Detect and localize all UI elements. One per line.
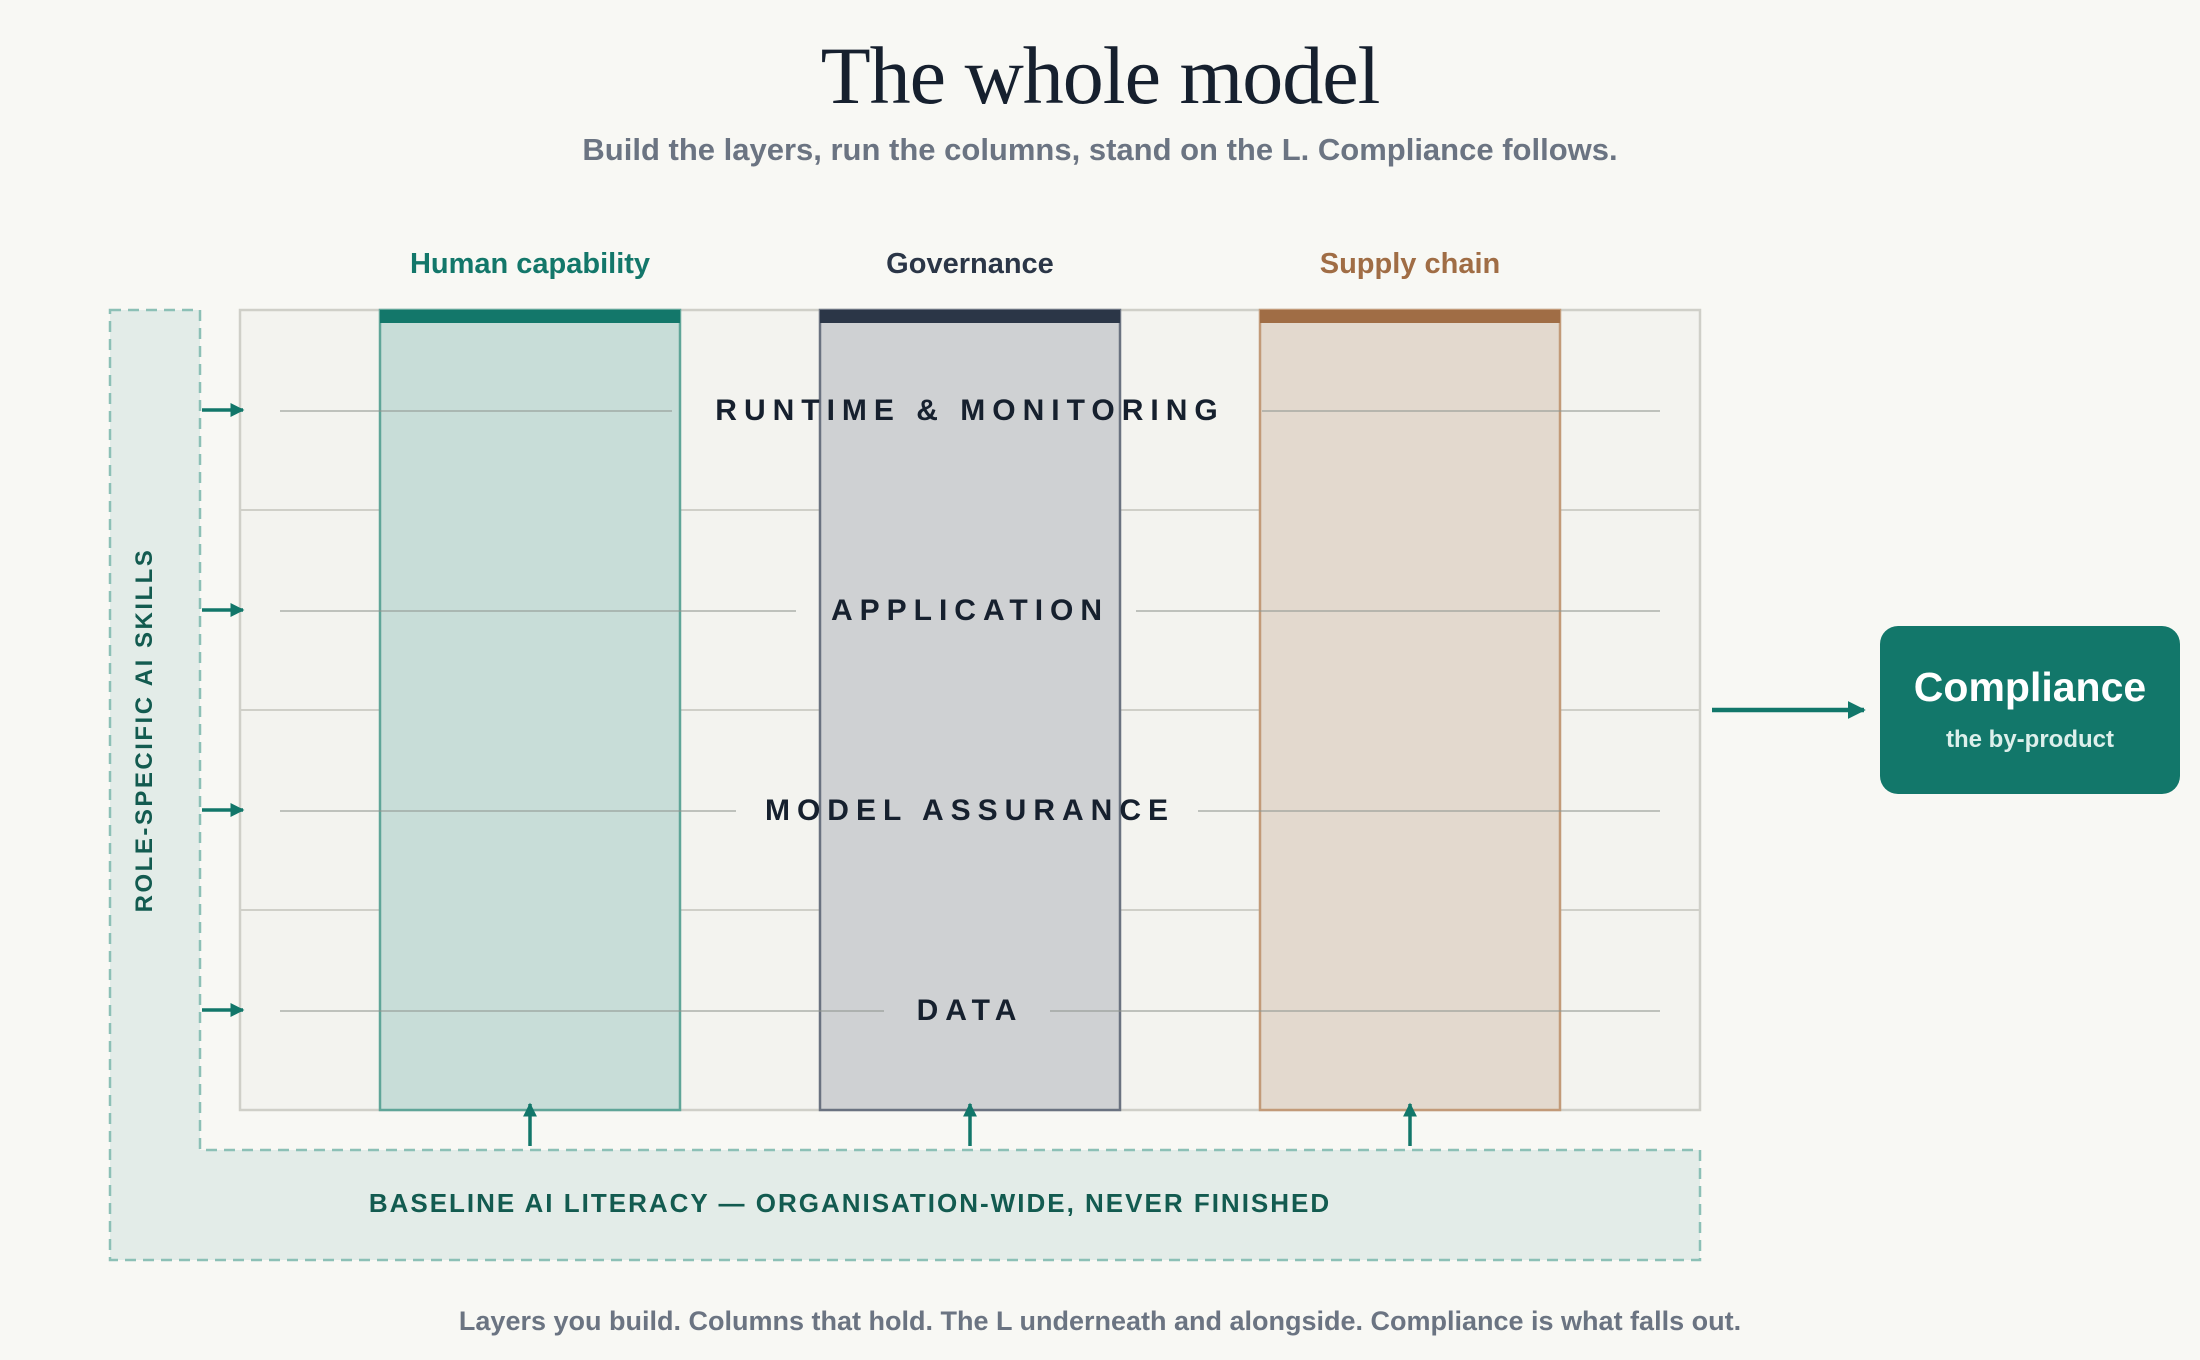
column-governance-cap bbox=[820, 310, 1120, 323]
page-title: The whole model bbox=[820, 30, 1381, 121]
column-heading-governance: Governance bbox=[886, 248, 1054, 280]
layer-label-data: DATA bbox=[916, 994, 1024, 1027]
page-subtitle: Build the layers, run the columns, stand… bbox=[582, 132, 1618, 167]
l-shape-region bbox=[108, 308, 1702, 1262]
layer-label-runtime: RUNTIME & MONITORING bbox=[715, 394, 1225, 427]
compliance-box: Compliance the by-product bbox=[1880, 626, 2180, 794]
column-governance bbox=[818, 308, 1122, 1112]
layer-label-application: APPLICATION bbox=[830, 594, 1110, 627]
column-heading-human-capability: Human capability bbox=[409, 248, 651, 280]
compliance-subtitle: the by-product bbox=[1946, 726, 2114, 753]
column-heading-supply-chain: Supply chain bbox=[1319, 248, 1501, 280]
layer-label-model-assurance: MODEL ASSURANCE bbox=[764, 794, 1176, 827]
column-human-capability bbox=[378, 308, 682, 1112]
compliance-title: Compliance bbox=[1913, 664, 2147, 710]
column-supply-chain bbox=[1258, 308, 1562, 1112]
footer-caption: Layers you build. Columns that hold. The… bbox=[458, 1306, 1742, 1336]
l-side-label: ROLE-SPECIFIC AI SKILLS bbox=[131, 547, 158, 913]
column-supply-chain-cap bbox=[1260, 310, 1560, 323]
column-human-capability-cap bbox=[380, 310, 680, 323]
l-bottom-label: BASELINE AI LITERACY — ORGANISATION-WIDE… bbox=[368, 1188, 1332, 1218]
